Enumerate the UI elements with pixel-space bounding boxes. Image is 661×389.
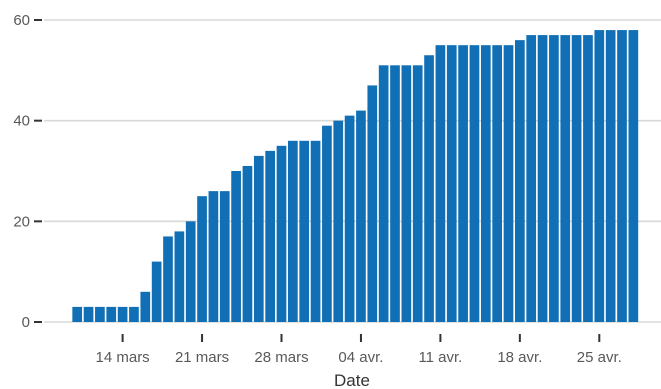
bar (106, 306, 117, 322)
bar (401, 65, 412, 323)
y-tick-label: 0 (22, 314, 30, 331)
bar (129, 306, 139, 322)
y-axis: 0 20 40 60 (13, 12, 42, 331)
y-tick-label: 20 (13, 213, 30, 230)
bar (594, 30, 605, 322)
bar (503, 45, 514, 323)
bar (583, 35, 593, 322)
bar (435, 45, 446, 323)
bar (628, 30, 639, 322)
bars (72, 30, 639, 323)
bar (390, 65, 400, 323)
bar (208, 191, 219, 322)
bar (571, 35, 582, 322)
bar (197, 196, 207, 322)
x-axis: 14 mars 21 mars 28 mars 04 avr. 11 avr. 18 av… (96, 334, 622, 366)
bar (151, 261, 162, 322)
x-tick-label: 18 avr. (497, 349, 542, 366)
bar (412, 65, 423, 323)
bar (526, 35, 537, 322)
x-tick-label: 11 avr. (418, 349, 462, 366)
bar (163, 236, 173, 322)
bar (617, 30, 627, 322)
bar (344, 115, 355, 322)
bar (446, 45, 457, 323)
bar (458, 45, 468, 323)
bar (117, 306, 128, 322)
bar (605, 30, 616, 322)
bar (83, 306, 94, 322)
bar (560, 35, 571, 322)
bar (322, 125, 332, 322)
bar (288, 140, 298, 322)
bar (140, 291, 151, 322)
bar (469, 45, 480, 323)
bar (174, 231, 185, 322)
y-tick-label: 40 (13, 113, 30, 130)
y-tick-label: 60 (13, 12, 30, 29)
bar (424, 55, 434, 322)
bar (333, 120, 344, 322)
bar (549, 35, 559, 322)
bar (310, 140, 321, 322)
bar (537, 35, 548, 322)
x-tick-label: 14 mars (96, 349, 150, 366)
x-axis-label: Date (334, 371, 370, 389)
x-tick-label: 28 mars (254, 349, 308, 366)
bar (185, 221, 196, 322)
bar (219, 191, 230, 322)
x-tick-label: 04 avr. (338, 349, 383, 366)
bar (276, 145, 287, 322)
bar (253, 155, 264, 322)
bar (492, 45, 502, 323)
bar (378, 65, 389, 323)
x-tick-label: 25 avr. (577, 349, 622, 366)
bar (480, 45, 491, 323)
bar (356, 110, 366, 322)
bar (95, 306, 105, 322)
bar (231, 171, 241, 322)
bar (72, 306, 83, 322)
bar (242, 165, 253, 322)
bar (265, 150, 275, 322)
bar (515, 40, 525, 322)
bar (367, 85, 378, 323)
bar (299, 140, 310, 322)
x-tick-label: 21 mars (175, 349, 229, 366)
